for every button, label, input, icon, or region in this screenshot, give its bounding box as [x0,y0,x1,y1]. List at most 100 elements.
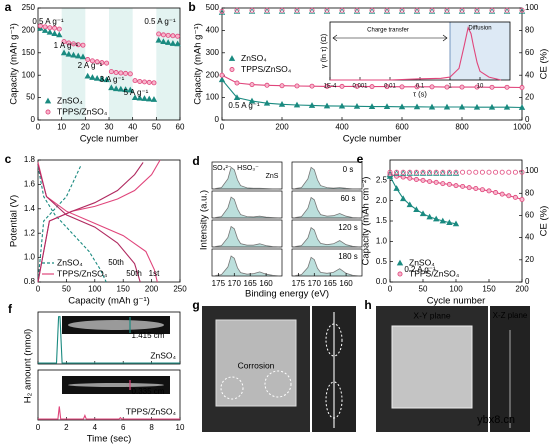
panel-label: e [357,152,364,166]
x-tick-label: 200 [145,285,159,294]
marker [413,169,419,175]
marker [506,193,512,199]
marker [324,7,330,13]
marker [429,7,435,13]
y-tick-label: 2.0 [376,196,388,205]
plot-frame [37,159,181,283]
marker [486,188,492,194]
marker [151,80,157,86]
marker [400,169,406,175]
x-tick-label: 10 [57,123,66,132]
marker [473,185,479,191]
marker [420,177,426,183]
marker [413,8,421,14]
x-tick-label: 0 [36,285,41,294]
marker [406,201,413,208]
marker [393,169,400,176]
marker [512,169,518,175]
marker [278,100,286,107]
marker [131,94,139,101]
x-tick-label: 50 [62,285,71,294]
marker [308,8,316,14]
marker [446,181,452,187]
marker [46,28,54,35]
y-tick-label: 500 [206,3,220,12]
marker [324,83,330,89]
marker [150,96,158,102]
marker [466,185,472,191]
marker [234,7,240,13]
marker [453,183,459,189]
x-tick-label: 165 [244,279,258,288]
marker [165,32,171,38]
y-tick-label: 200 [206,70,220,79]
rate-band [61,8,86,120]
marker [486,169,492,175]
marker [156,31,162,37]
marker [506,169,512,175]
annotation: 0.5 A g⁻¹ [32,17,64,26]
marker [264,82,270,88]
y-axis-label: Capacity (mAh g⁻¹) [193,23,204,105]
marker [420,169,426,175]
y2-tick-label: 100 [525,166,539,175]
marker [218,76,226,83]
annotation: 0.2 A g⁻¹ [404,265,436,274]
annotation: 1st [149,269,160,278]
spectrum [215,166,279,190]
legend-label: TPPS/ZnSO₄ [57,106,108,116]
y2-tick-label: 80 [525,188,534,197]
y-axis-label: Potential (V) [9,195,20,247]
marker [407,169,413,175]
marker [104,60,110,66]
marker [234,80,240,86]
marker [444,84,450,90]
marker [218,9,226,15]
marker [413,103,421,110]
marker [368,103,376,109]
x-tick-label: 200 [275,123,289,132]
y-tick-label: 0.5 [376,257,388,266]
x-tick-label: 150 [117,285,131,294]
marker [443,103,451,110]
marker [394,169,400,175]
marker [146,79,152,85]
x-tick-label: 1E-4 [324,83,337,89]
marker [460,169,466,175]
marker [353,8,361,14]
marker [519,7,525,13]
marker [169,40,177,46]
marker [398,103,406,110]
annotation: 1 A g⁻¹ [54,41,79,50]
marker [444,7,450,13]
marker [248,97,256,104]
marker [452,220,460,227]
marker [427,179,433,185]
annotation: 0.335 cm [132,387,165,396]
rate-band [109,8,133,120]
marker [338,8,346,14]
marker [80,42,86,48]
marker [473,169,479,175]
marker [400,174,406,180]
y-tick-label: 100 [206,93,220,102]
marker [399,7,405,13]
marker [499,169,505,175]
time-label: 0 s [343,165,354,174]
y2-tick-label: 40 [525,70,534,79]
annotation: 50th [126,269,142,278]
y2-tick-label: 0 [525,277,530,286]
marker [219,72,225,78]
y-tick-label: 200 [22,26,36,35]
legend-marker [397,271,403,277]
x-axis-label: Time (sec) [87,434,132,445]
marker [439,169,446,176]
marker [440,169,446,175]
subplot-frame [291,248,363,277]
subplot-frame [211,161,283,190]
x-tick-label: 1 [448,83,452,89]
marker [293,8,301,14]
marker [308,102,316,108]
legend-label: ZnSO₄ [241,53,267,63]
watermark: ybx8.cn [477,414,515,426]
